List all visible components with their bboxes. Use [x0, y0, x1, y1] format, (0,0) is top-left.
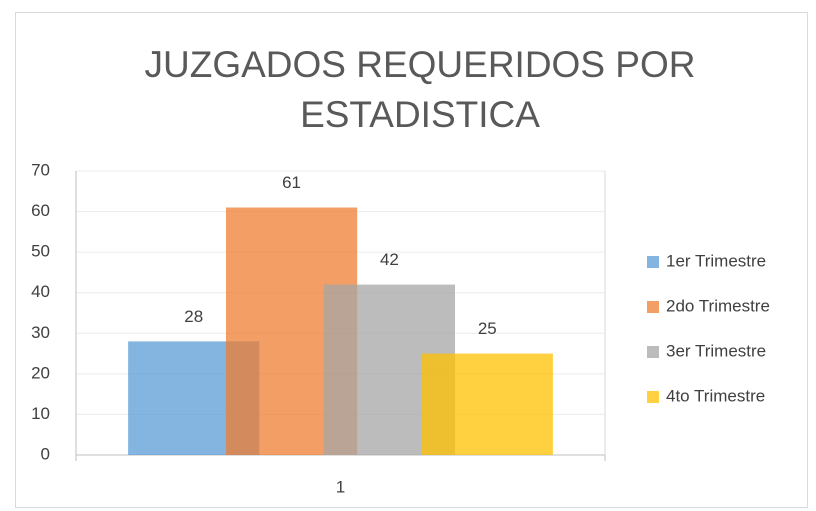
data-label: 25: [478, 319, 497, 338]
data-label: 42: [380, 250, 399, 269]
legend-swatch: [647, 391, 659, 403]
legend-label: 3er Trimestre: [666, 341, 766, 360]
y-tick-label: 20: [31, 363, 50, 382]
data-label: 61: [282, 173, 301, 192]
y-tick-label: 0: [41, 444, 50, 463]
y-tick-label: 10: [31, 404, 50, 423]
legend-swatch: [647, 256, 659, 268]
legend-label: 4to Trimestre: [666, 386, 765, 405]
legend-label: 2do Trimestre: [666, 296, 770, 315]
x-tick-label: 1: [336, 477, 345, 496]
legend-label: 1er Trimestre: [666, 251, 766, 270]
legend-swatch: [647, 301, 659, 313]
y-tick-label: 60: [31, 201, 50, 220]
data-label: 28: [184, 307, 203, 326]
legend-swatch: [647, 346, 659, 358]
chart-title: JUZGADOS REQUERIDOS POR ESTADISTICA: [144, 44, 696, 135]
y-tick-label: 30: [31, 323, 50, 342]
y-tick-label: 40: [31, 282, 50, 301]
y-tick-label: 70: [31, 160, 50, 179]
y-tick-label: 50: [31, 242, 50, 261]
bar: [421, 353, 553, 455]
